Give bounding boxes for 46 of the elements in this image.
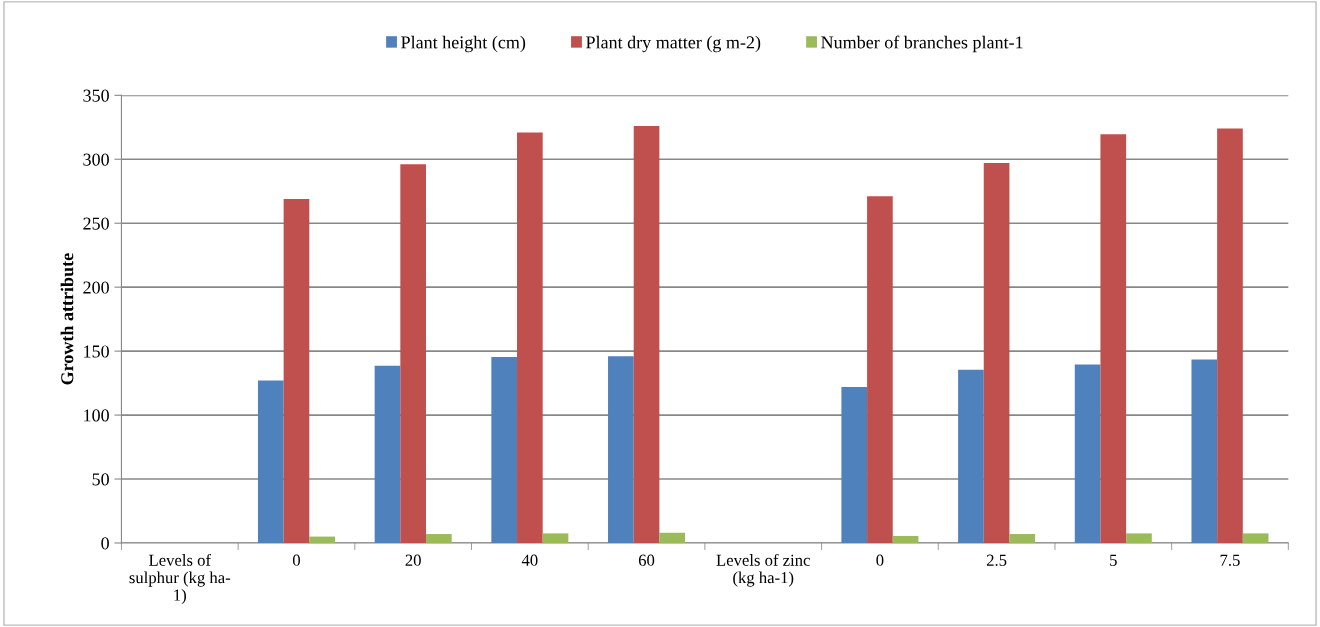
bar: [1126, 533, 1152, 543]
x-tick-label: 0: [292, 554, 300, 566]
y-tick-label: 300: [83, 153, 109, 166]
bar: [983, 163, 1010, 543]
bar: [633, 126, 660, 543]
bar: [892, 535, 919, 543]
bar: [374, 365, 401, 543]
bar: [309, 536, 335, 543]
bar: [608, 356, 634, 543]
x-tick-label: 60: [638, 554, 655, 566]
y-tick-label: 150: [84, 345, 109, 358]
bar: [517, 132, 543, 543]
bar: [1009, 534, 1036, 543]
bar: [491, 356, 518, 543]
bar: [400, 164, 426, 543]
x-tick-label: 5: [1110, 554, 1117, 566]
x-tick-label: 2.5: [986, 554, 1007, 566]
bar: [257, 380, 284, 543]
y-tick-label: 50: [92, 473, 109, 486]
x-tick-label: 7.5: [1220, 554, 1240, 566]
bar: [283, 198, 310, 543]
bar: [659, 532, 686, 543]
bar: [1074, 364, 1101, 543]
x-tick-label: 20: [405, 554, 421, 566]
bar: [426, 534, 452, 543]
bar: [542, 533, 569, 543]
y-tick-label: 250: [83, 217, 109, 230]
y-axis-title: Growth attribute: [60, 253, 74, 385]
y-tick-label: 100: [84, 409, 109, 422]
bar: [841, 386, 868, 543]
bar: [1100, 134, 1127, 543]
legend-label: Plant height (cm): [401, 35, 526, 53]
bar: [867, 196, 893, 543]
bar: [1191, 359, 1218, 543]
y-tick-label: 350: [83, 89, 109, 102]
legend-label: Number of branches plant-1: [821, 35, 1023, 53]
x-tick-label: Levels of sulphur (kg ha- 1): [129, 553, 231, 605]
legend-label: Plant dry matter (g m-2): [586, 35, 761, 53]
y-tick-label: 200: [83, 281, 109, 294]
x-tick-label: 40: [521, 554, 538, 566]
bar: [1242, 533, 1269, 543]
y-tick-label: 0: [101, 537, 109, 550]
x-tick-label: Levels of zinc (kg ha-1): [716, 553, 810, 587]
bar: [958, 369, 984, 543]
x-tick-label: 0: [876, 554, 884, 566]
bar: [1217, 128, 1243, 543]
